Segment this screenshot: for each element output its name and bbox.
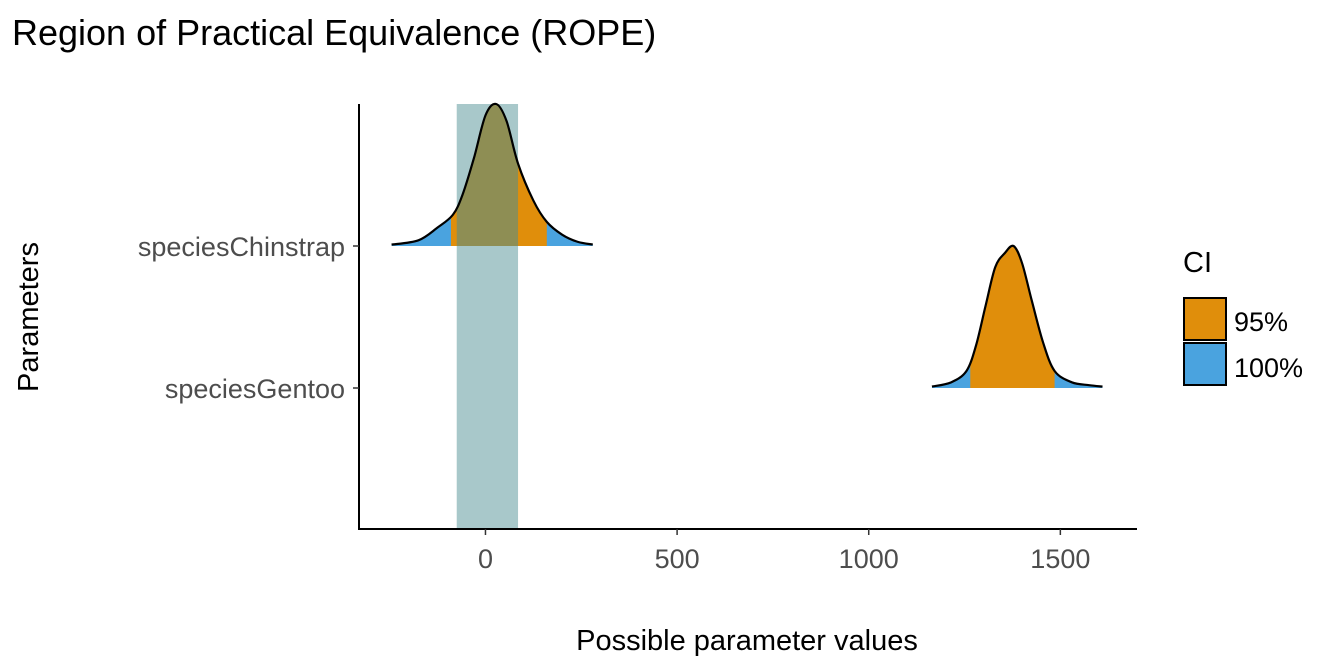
legend-label-95: 95% bbox=[1234, 307, 1288, 337]
density-outline-specieschinstrap bbox=[391, 102, 593, 246]
legend-swatch-100 bbox=[1183, 342, 1227, 386]
legend-swatch-95 bbox=[1183, 297, 1227, 341]
x-tick-label: 1500 bbox=[1030, 544, 1090, 574]
x-tick-label: 0 bbox=[478, 544, 493, 574]
y-tick-label-specieschinstrap: speciesChinstrap bbox=[138, 232, 345, 262]
density-outline-speciesgentoo bbox=[931, 244, 1103, 388]
y-tick-label-speciesgentoo: speciesGentoo bbox=[165, 374, 345, 404]
density-specieschinstrap bbox=[391, 102, 593, 246]
x-axis-title: Possible parameter values bbox=[576, 625, 918, 657]
legend: CI 95% 100% bbox=[1183, 247, 1303, 386]
x-tick-label: 1000 bbox=[839, 544, 899, 574]
y-axis-title: Parameters bbox=[13, 242, 45, 392]
density-speciesgentoo bbox=[931, 244, 1103, 388]
rope-overlap-specieschinstrap bbox=[456, 103, 519, 246]
legend-label-100: 100% bbox=[1234, 353, 1303, 383]
legend-title: CI bbox=[1183, 247, 1212, 279]
x-tick-label: 500 bbox=[655, 544, 700, 574]
chart-title: Region of Practical Equivalence (ROPE) bbox=[12, 12, 656, 53]
